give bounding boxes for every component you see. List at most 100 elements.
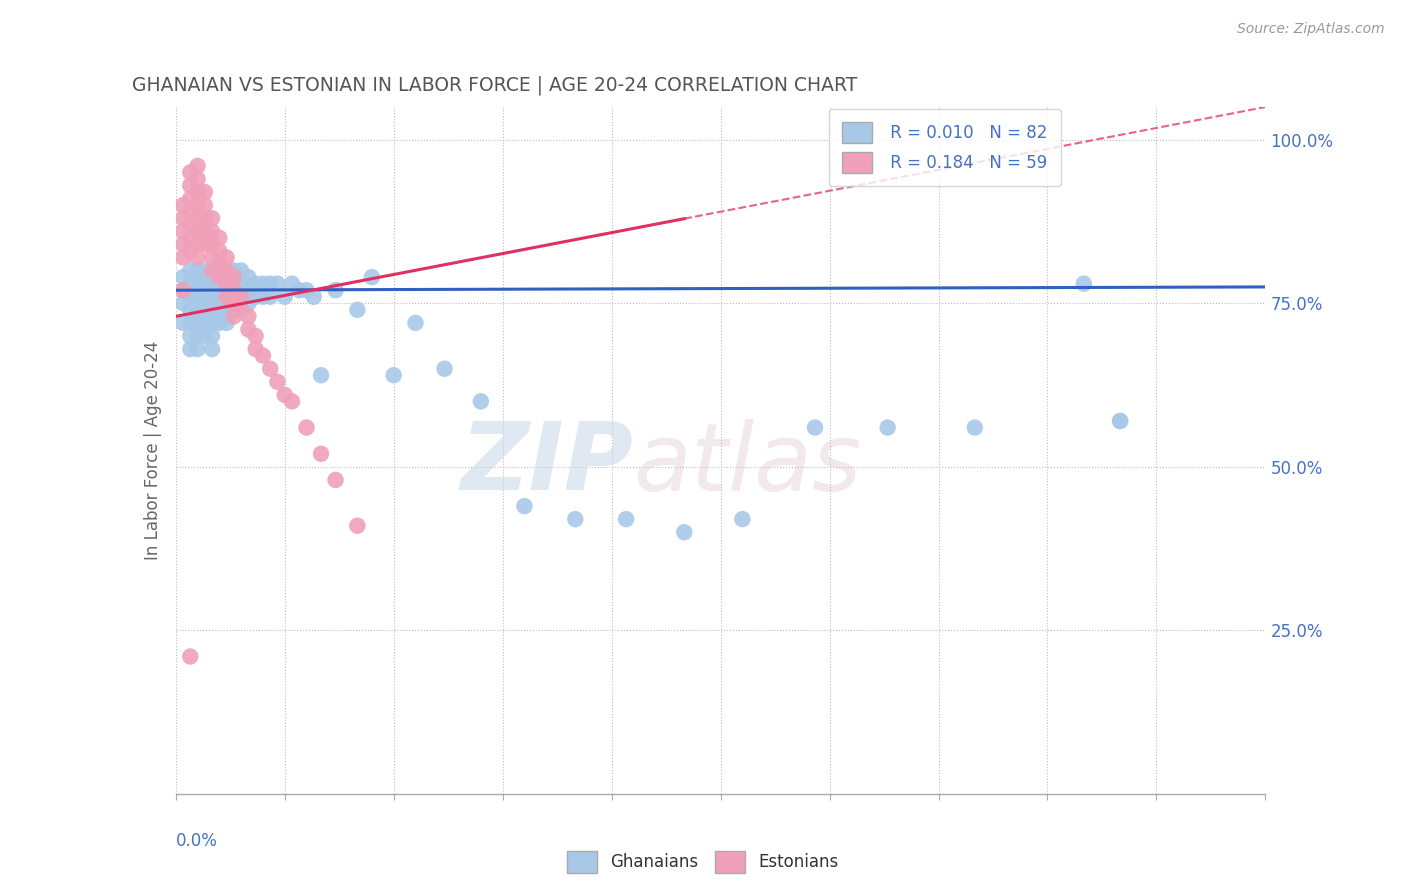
Point: [208, 244, 231, 258]
Point: [208, 263, 231, 277]
Point: [172, 316, 194, 330]
Point: [186, 237, 209, 252]
Point: [252, 349, 274, 363]
Point: [231, 290, 253, 304]
Point: [295, 283, 318, 297]
Point: [259, 277, 281, 291]
Point: [186, 263, 209, 277]
Point: [302, 290, 325, 304]
Point: [172, 198, 194, 212]
Point: [433, 361, 456, 376]
Point: [201, 342, 224, 356]
Point: [194, 211, 217, 226]
Point: [208, 316, 231, 330]
Point: [470, 394, 492, 409]
Point: [208, 290, 231, 304]
Point: [186, 277, 209, 291]
Point: [194, 237, 217, 252]
Point: [172, 283, 194, 297]
Point: [309, 447, 332, 461]
Point: [325, 283, 347, 297]
Point: [325, 473, 347, 487]
Point: [172, 224, 194, 238]
Point: [179, 649, 201, 664]
Point: [309, 368, 332, 383]
Point: [208, 231, 231, 245]
Point: [231, 290, 253, 304]
Point: [222, 296, 245, 310]
Point: [346, 518, 368, 533]
Point: [201, 277, 224, 291]
Point: [194, 302, 217, 317]
Point: [194, 224, 217, 238]
Point: [208, 270, 231, 285]
Point: [222, 310, 245, 324]
Point: [360, 270, 382, 285]
Text: atlas: atlas: [633, 418, 862, 509]
Point: [194, 198, 217, 212]
Point: [215, 290, 238, 304]
Point: [876, 420, 898, 434]
Point: [281, 394, 304, 409]
Point: [179, 277, 201, 291]
Point: [231, 263, 253, 277]
Point: [186, 342, 209, 356]
Point: [186, 316, 209, 330]
Legend: Ghanaians, Estonians: Ghanaians, Estonians: [561, 845, 845, 880]
Point: [266, 375, 288, 389]
Point: [186, 224, 209, 238]
Point: [186, 329, 209, 343]
Point: [179, 178, 201, 193]
Point: [614, 512, 637, 526]
Point: [1109, 414, 1132, 428]
Point: [231, 277, 253, 291]
Point: [194, 185, 217, 199]
Point: [252, 277, 274, 291]
Point: [252, 290, 274, 304]
Point: [201, 251, 224, 265]
Point: [222, 270, 245, 285]
Text: ZIP: ZIP: [461, 418, 633, 510]
Point: [804, 420, 827, 434]
Point: [179, 342, 201, 356]
Point: [238, 270, 260, 285]
Point: [295, 420, 318, 434]
Point: [281, 277, 304, 291]
Legend:  R = 0.010   N = 82,  R = 0.184   N = 59: R = 0.010 N = 82, R = 0.184 N = 59: [828, 109, 1062, 186]
Point: [208, 277, 231, 291]
Point: [222, 277, 245, 291]
Point: [172, 296, 194, 310]
Point: [201, 329, 224, 343]
Point: [179, 192, 201, 206]
Point: [274, 388, 297, 402]
Point: [186, 251, 209, 265]
Point: [179, 231, 201, 245]
Point: [201, 302, 224, 317]
Point: [288, 283, 311, 297]
Text: GHANAIAN VS ESTONIAN IN LABOR FORCE | AGE 20-24 CORRELATION CHART: GHANAIAN VS ESTONIAN IN LABOR FORCE | AG…: [132, 75, 858, 95]
Point: [201, 237, 224, 252]
Point: [245, 277, 267, 291]
Point: [405, 316, 427, 330]
Point: [201, 263, 224, 277]
Point: [186, 159, 209, 173]
Point: [179, 316, 201, 330]
Point: [215, 263, 238, 277]
Point: [222, 290, 245, 304]
Point: [201, 224, 224, 238]
Point: [201, 316, 224, 330]
Point: [208, 257, 231, 271]
Text: Source: ZipAtlas.com: Source: ZipAtlas.com: [1237, 22, 1385, 37]
Point: [194, 316, 217, 330]
Point: [186, 172, 209, 186]
Point: [172, 211, 194, 226]
Point: [215, 302, 238, 317]
Point: [179, 204, 201, 219]
Point: [1109, 414, 1132, 428]
Point: [194, 290, 217, 304]
Point: [963, 420, 986, 434]
Point: [172, 237, 194, 252]
Point: [172, 283, 194, 297]
Point: [222, 263, 245, 277]
Point: [194, 329, 217, 343]
